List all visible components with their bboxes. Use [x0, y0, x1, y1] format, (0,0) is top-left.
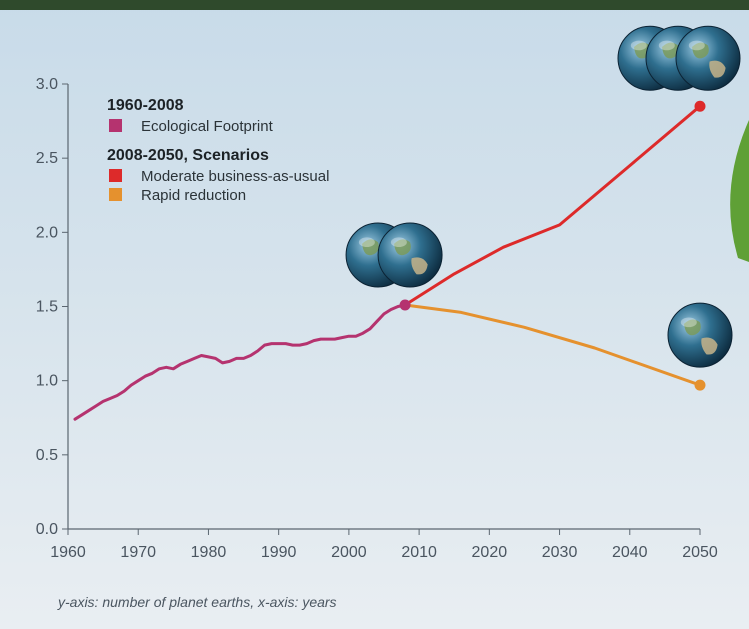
series-lines [73, 104, 702, 421]
legend-label: Rapid reduction [141, 187, 246, 204]
earth-icon [667, 302, 733, 368]
x-tick-label: 2050 [682, 544, 718, 561]
y-tick-label: 1.5 [36, 299, 58, 316]
legend-label: Moderate business-as-usual [141, 168, 329, 185]
scenario-end-point-1 [694, 379, 706, 391]
y-tick-label: 0.5 [36, 447, 58, 464]
footprint-end-point [399, 299, 411, 311]
x-tick-label: 2040 [612, 544, 648, 561]
y-tick-label: 3.0 [36, 76, 58, 93]
y-tick-label: 1.0 [36, 373, 58, 390]
x-tick-label: 1960 [50, 544, 86, 561]
x-tick-label: 2030 [542, 544, 578, 561]
legend-heading: 2008-2050, Scenarios [107, 147, 269, 164]
y-tick-label: 0.0 [36, 521, 58, 538]
legend-swatch [109, 188, 122, 201]
scenario-end-point-0 [694, 100, 706, 112]
y-tick-label: 2.5 [36, 150, 58, 167]
legend-swatch [109, 119, 122, 132]
legend: 1960-2008 Ecological Footprint 2008-2050, … [107, 97, 329, 204]
top-foliage-band [0, 0, 749, 10]
legend-label: Ecological Footprint [141, 118, 274, 135]
earth-icon [675, 25, 741, 91]
x-tick-label: 2000 [331, 544, 367, 561]
x-tick-label: 1970 [120, 544, 156, 561]
axis-caption: y-axis: number of planet earths, x-axis:… [58, 594, 337, 610]
globe-icons [345, 25, 741, 368]
x-tick-label: 2010 [401, 544, 437, 561]
axes: 1960 1970 1980 1990 2000 2010 2020 2030 2040 2050… [36, 76, 718, 561]
series-markers [399, 100, 706, 391]
x-tick-label: 1980 [191, 544, 227, 561]
y-tick-label: 2.0 [36, 224, 58, 241]
series-line-1 [403, 104, 702, 307]
series-line-2 [403, 303, 702, 387]
x-tick-label: 2020 [472, 544, 508, 561]
earth-icon [377, 222, 443, 288]
legend-heading: 1960-2008 [107, 97, 184, 114]
legend-swatch [109, 169, 122, 182]
series-line-0 [73, 303, 407, 421]
x-tick-label: 1990 [261, 544, 297, 561]
right-green-arc [730, 120, 749, 262]
